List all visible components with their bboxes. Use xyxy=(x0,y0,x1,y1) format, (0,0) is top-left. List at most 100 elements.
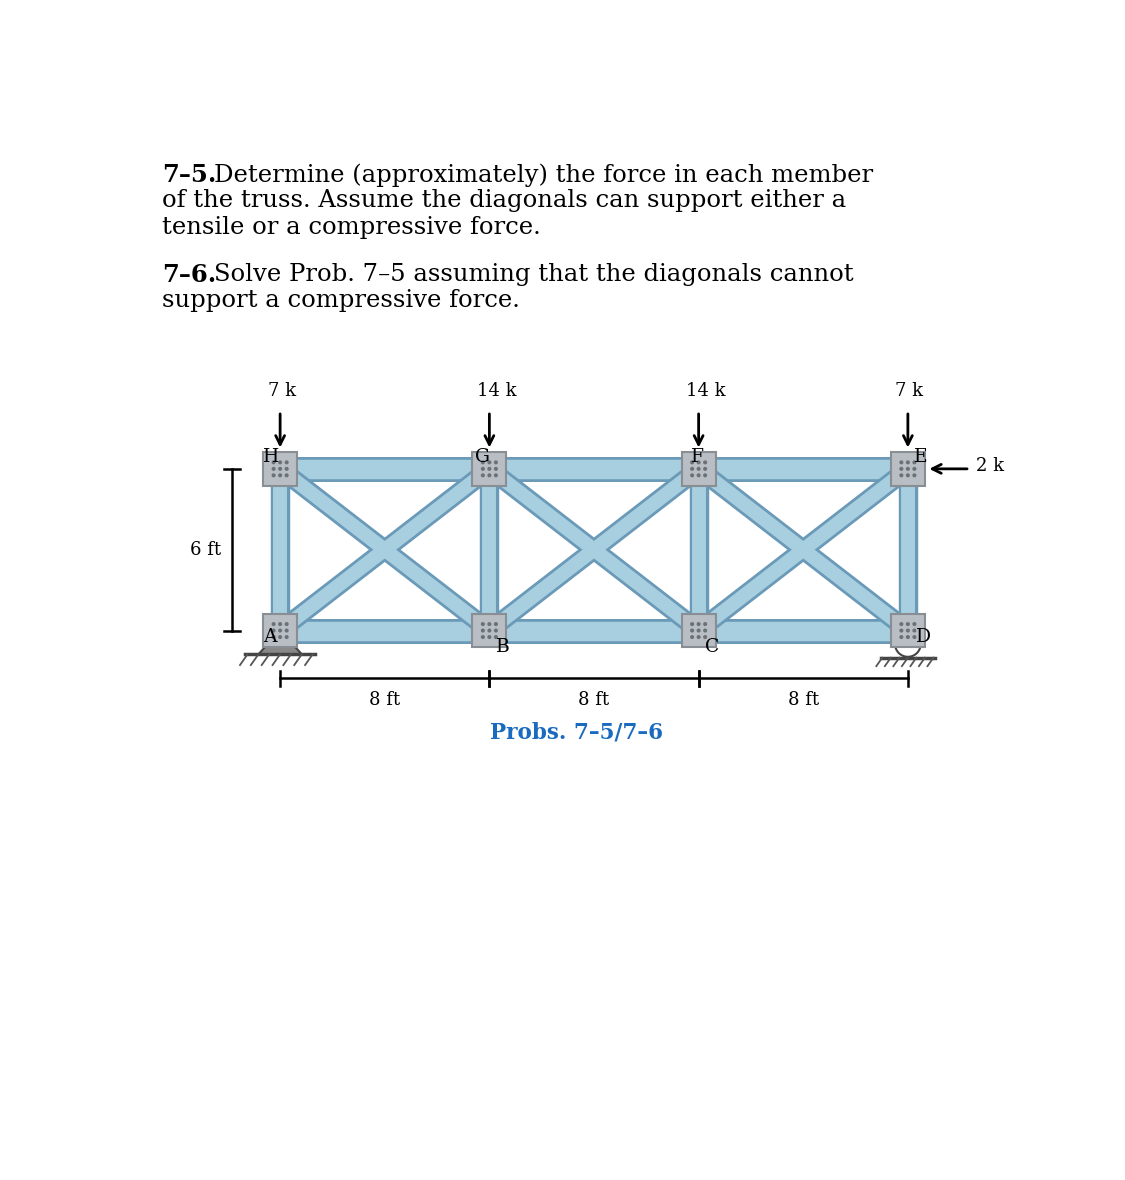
Circle shape xyxy=(487,473,492,478)
Circle shape xyxy=(899,622,903,627)
Circle shape xyxy=(285,473,289,478)
Circle shape xyxy=(899,467,903,471)
Circle shape xyxy=(696,622,701,627)
Text: 14 k: 14 k xyxy=(477,382,516,400)
Circle shape xyxy=(906,635,910,640)
Circle shape xyxy=(912,629,917,632)
Circle shape xyxy=(912,467,917,471)
Circle shape xyxy=(271,467,276,471)
Circle shape xyxy=(285,460,289,465)
Circle shape xyxy=(480,629,485,632)
Circle shape xyxy=(912,622,917,627)
Text: D: D xyxy=(916,628,930,645)
Circle shape xyxy=(480,467,485,471)
Circle shape xyxy=(690,460,694,465)
Circle shape xyxy=(480,635,485,640)
Circle shape xyxy=(480,622,485,627)
Circle shape xyxy=(271,473,276,478)
Bar xyxy=(682,452,716,486)
Circle shape xyxy=(696,467,701,471)
Circle shape xyxy=(285,629,289,632)
Circle shape xyxy=(899,460,903,465)
Circle shape xyxy=(896,631,920,657)
Text: H: H xyxy=(263,448,279,466)
Text: 2 k: 2 k xyxy=(976,457,1005,474)
Circle shape xyxy=(690,629,694,632)
Circle shape xyxy=(906,622,910,627)
Circle shape xyxy=(690,635,694,640)
Circle shape xyxy=(696,473,701,478)
Circle shape xyxy=(906,467,910,471)
Circle shape xyxy=(271,460,276,465)
Bar xyxy=(891,614,925,648)
Circle shape xyxy=(696,460,701,465)
Circle shape xyxy=(487,467,492,471)
Bar xyxy=(472,614,506,648)
Circle shape xyxy=(912,473,917,478)
Circle shape xyxy=(906,460,910,465)
Text: 7–6.: 7–6. xyxy=(162,263,217,287)
Text: tensile or a compressive force.: tensile or a compressive force. xyxy=(162,216,541,238)
Circle shape xyxy=(703,473,708,478)
Text: 7 k: 7 k xyxy=(268,382,296,400)
Circle shape xyxy=(480,473,485,478)
Circle shape xyxy=(494,635,498,640)
Text: 6 ft: 6 ft xyxy=(190,540,222,558)
Text: 8 ft: 8 ft xyxy=(369,690,400,709)
Text: 7 k: 7 k xyxy=(896,382,924,400)
Text: 14 k: 14 k xyxy=(686,382,726,400)
Circle shape xyxy=(912,635,917,640)
Circle shape xyxy=(271,635,276,640)
Circle shape xyxy=(703,460,708,465)
Circle shape xyxy=(487,629,492,632)
Circle shape xyxy=(899,473,903,478)
Circle shape xyxy=(487,635,492,640)
Bar xyxy=(682,614,716,648)
Text: 8 ft: 8 ft xyxy=(788,690,819,709)
Circle shape xyxy=(906,473,910,478)
Circle shape xyxy=(480,460,485,465)
Text: support a compressive force.: support a compressive force. xyxy=(162,289,520,312)
Circle shape xyxy=(690,622,694,627)
Circle shape xyxy=(703,622,708,627)
Text: Solve Prob. 7–5 assuming that the diagonals cannot: Solve Prob. 7–5 assuming that the diagon… xyxy=(214,263,854,286)
Bar xyxy=(263,614,297,648)
Circle shape xyxy=(278,622,282,627)
Text: A: A xyxy=(263,628,277,645)
Circle shape xyxy=(271,622,276,627)
Circle shape xyxy=(278,635,282,640)
Circle shape xyxy=(285,635,289,640)
Text: Probs. 7–5/7–6: Probs. 7–5/7–6 xyxy=(489,721,663,743)
Circle shape xyxy=(278,629,282,632)
Text: Determine (approximately) the force in each member: Determine (approximately) the force in e… xyxy=(214,163,873,186)
Circle shape xyxy=(494,467,498,471)
Text: F: F xyxy=(691,448,704,466)
Circle shape xyxy=(487,460,492,465)
Circle shape xyxy=(906,629,910,632)
Circle shape xyxy=(703,467,708,471)
Circle shape xyxy=(487,622,492,627)
Bar xyxy=(263,452,297,486)
Circle shape xyxy=(494,460,498,465)
Text: B: B xyxy=(496,638,510,656)
Circle shape xyxy=(278,460,282,465)
Text: G: G xyxy=(476,448,490,466)
Text: of the truss. Assume the diagonals can support either a: of the truss. Assume the diagonals can s… xyxy=(162,189,846,212)
Circle shape xyxy=(278,473,282,478)
Circle shape xyxy=(703,629,708,632)
Polygon shape xyxy=(259,630,302,654)
Circle shape xyxy=(690,473,694,478)
Text: 7–5.: 7–5. xyxy=(162,163,217,188)
Text: 8 ft: 8 ft xyxy=(578,690,610,709)
Circle shape xyxy=(703,635,708,640)
Circle shape xyxy=(899,629,903,632)
Text: C: C xyxy=(705,638,719,656)
Circle shape xyxy=(278,467,282,471)
Circle shape xyxy=(285,467,289,471)
Circle shape xyxy=(494,473,498,478)
Circle shape xyxy=(690,467,694,471)
Circle shape xyxy=(696,635,701,640)
Circle shape xyxy=(899,635,903,640)
Bar xyxy=(472,452,506,486)
Circle shape xyxy=(912,460,917,465)
